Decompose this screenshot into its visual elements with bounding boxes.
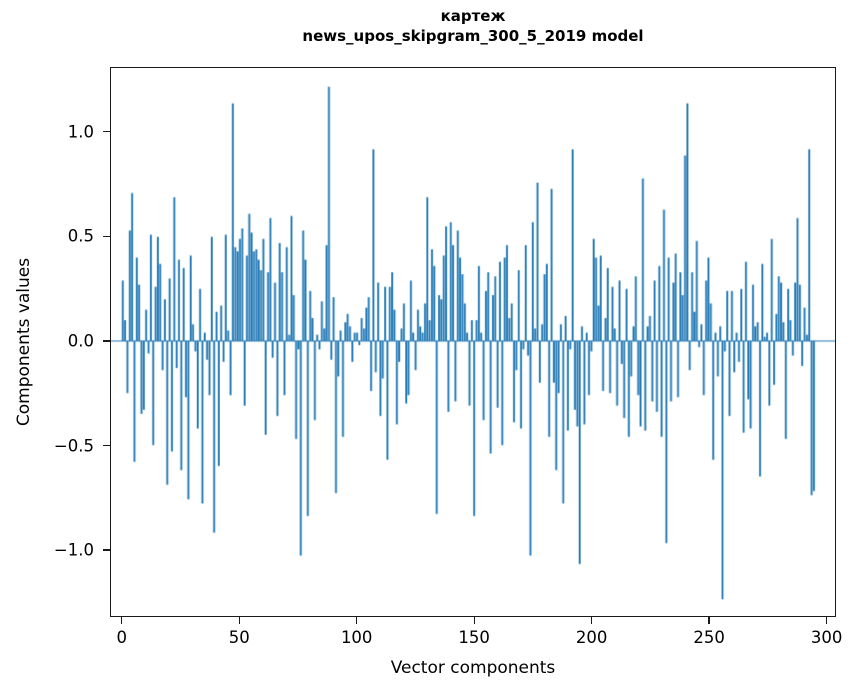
x-tick-mark [121,617,123,624]
x-tick-label: 200 [575,628,608,647]
y-axis-label: Components values [14,257,34,427]
x-axis-label: Vector components [390,658,556,678]
chart-title: картеж news_upos_skipgram_300_5_2019 mod… [110,6,836,46]
y-tick-mark [103,235,110,238]
y-tick-label: −1.0 [53,540,94,560]
y-tick-mark [103,549,110,551]
x-tick-mark [473,617,475,624]
x-tick-label: 50 [228,628,250,647]
chart-title-line2: news_upos_skipgram_300_5_2019 model [302,27,644,45]
y-tick-label: 1.0 [67,122,94,142]
x-tick-mark [356,617,358,624]
x-tick-label: 300 [810,628,843,647]
x-tick-mark [238,617,240,624]
y-tick-label: 0.0 [67,331,94,351]
x-tick-label: 150 [458,628,490,647]
x-tick-mark [591,617,593,624]
y-tick-label: −0.5 [53,436,94,456]
x-tick-mark [708,617,710,624]
x-tick-label: 250 [693,628,725,647]
plot-area [110,67,836,617]
x-tick-mark [825,617,828,624]
chart-title-line1: картеж [440,7,506,25]
y-tick-mark [103,131,110,133]
x-tick-label: 0 [116,628,127,647]
y-tick-label: 0.5 [67,226,94,246]
y-tick-mark [103,444,110,447]
bar-series-canvas [111,68,835,616]
x-tick-label: 100 [340,628,373,647]
y-tick-mark [103,340,110,342]
